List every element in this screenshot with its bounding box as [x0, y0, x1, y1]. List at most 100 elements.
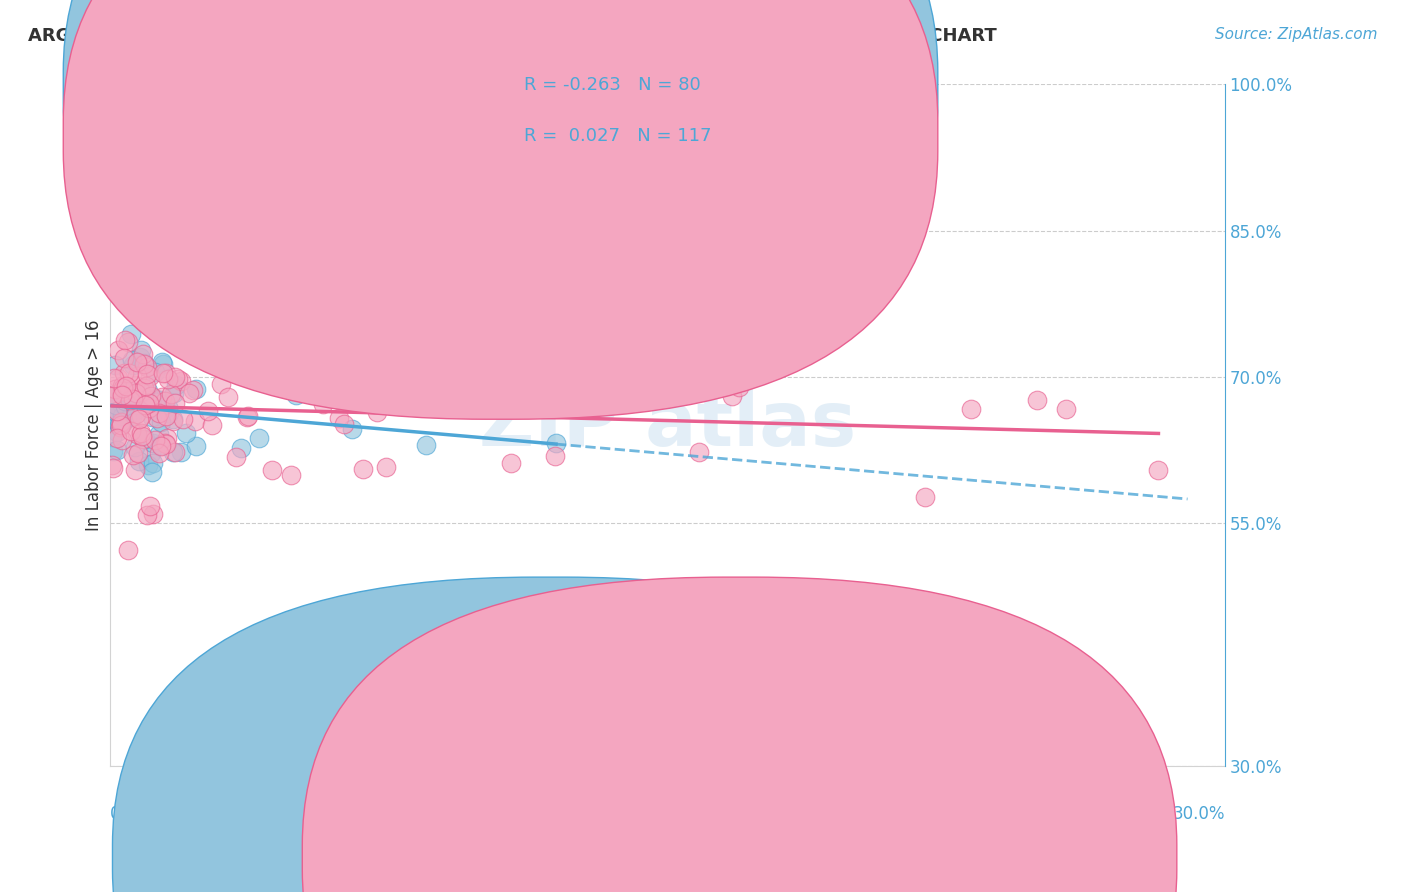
Argentineans — [190, 335, 212, 350]
Immigrants from Brazil — [181, 344, 204, 359]
Immigrants from Brazil — [112, 366, 135, 380]
Immigrants from Brazil — [209, 376, 232, 391]
Immigrants from Brazil — [217, 390, 239, 404]
Argentineans — [105, 443, 128, 458]
Argentineans — [163, 385, 186, 400]
Argentineans — [121, 392, 143, 407]
Argentineans — [184, 383, 207, 397]
Immigrants from Brazil — [595, 353, 617, 368]
Argentineans — [101, 411, 124, 425]
Argentineans — [104, 358, 127, 372]
Argentineans — [150, 438, 173, 452]
Immigrants from Brazil — [150, 390, 173, 404]
Argentineans — [120, 327, 142, 342]
Y-axis label: In Labor Force | Age > 16: In Labor Force | Age > 16 — [86, 319, 103, 531]
Argentineans — [170, 445, 193, 459]
Immigrants from Brazil — [156, 372, 179, 386]
Argentineans — [173, 333, 195, 347]
Argentineans — [229, 441, 252, 455]
Immigrants from Brazil — [148, 446, 170, 460]
Argentineans — [128, 454, 150, 468]
Text: Immigrants from Brazil: Immigrants from Brazil — [762, 848, 953, 866]
Immigrants from Brazil — [125, 368, 148, 383]
Immigrants from Brazil — [155, 409, 177, 423]
Immigrants from Brazil — [110, 433, 132, 447]
Immigrants from Brazil — [124, 462, 146, 476]
Immigrants from Brazil — [122, 448, 145, 462]
Immigrants from Brazil — [328, 411, 350, 425]
Argentineans — [107, 389, 129, 403]
Argentineans — [121, 410, 143, 425]
Argentineans — [544, 436, 567, 450]
Immigrants from Brazil — [101, 458, 124, 473]
Argentineans — [127, 398, 149, 412]
Argentineans — [143, 395, 166, 409]
Immigrants from Brazil — [105, 431, 128, 445]
Immigrants from Brazil — [197, 404, 219, 418]
Immigrants from Brazil — [101, 460, 124, 475]
Immigrants from Brazil — [111, 388, 134, 402]
Immigrants from Brazil — [150, 439, 173, 453]
Immigrants from Brazil — [127, 427, 149, 442]
Argentineans — [121, 406, 143, 420]
Immigrants from Brazil — [181, 384, 204, 398]
Argentineans — [112, 379, 135, 393]
Argentineans — [128, 393, 150, 408]
Argentineans — [114, 393, 136, 408]
Immigrants from Brazil — [201, 418, 224, 433]
Argentineans — [110, 396, 132, 410]
Argentineans — [156, 400, 179, 414]
Immigrants from Brazil — [117, 543, 139, 558]
Argentineans — [129, 350, 152, 364]
Immigrants from Brazil — [1025, 392, 1047, 407]
Immigrants from Brazil — [1147, 463, 1170, 477]
Immigrants from Brazil — [124, 377, 146, 392]
Immigrants from Brazil — [131, 347, 153, 361]
Immigrants from Brazil — [172, 412, 194, 426]
Argentineans — [184, 439, 207, 453]
Immigrants from Brazil — [184, 415, 207, 429]
Immigrants from Brazil — [129, 409, 152, 424]
Text: R =  0.027   N = 117: R = 0.027 N = 117 — [524, 127, 711, 145]
Argentineans — [111, 409, 134, 424]
Immigrants from Brazil — [135, 378, 157, 392]
Immigrants from Brazil — [132, 381, 155, 395]
Argentineans — [149, 392, 172, 407]
Argentineans — [176, 425, 198, 440]
Immigrants from Brazil — [104, 382, 127, 396]
Immigrants from Brazil — [101, 390, 124, 404]
Immigrants from Brazil — [138, 401, 160, 416]
Immigrants from Brazil — [111, 384, 134, 399]
Argentineans — [150, 354, 173, 368]
Immigrants from Brazil — [163, 370, 186, 384]
Argentineans — [142, 435, 165, 450]
Argentineans — [162, 412, 184, 426]
Argentineans — [162, 445, 184, 459]
Argentineans — [121, 384, 143, 399]
Immigrants from Brazil — [139, 499, 162, 513]
Immigrants from Brazil — [167, 371, 190, 385]
Immigrants from Brazil — [139, 369, 162, 384]
Immigrants from Brazil — [162, 414, 184, 428]
Immigrants from Brazil — [207, 322, 229, 336]
Immigrants from Brazil — [236, 409, 259, 424]
Argentineans — [136, 384, 159, 399]
Immigrants from Brazil — [159, 387, 181, 401]
Immigrants from Brazil — [228, 351, 250, 365]
Argentineans — [141, 410, 163, 425]
Immigrants from Brazil — [125, 386, 148, 401]
Argentineans — [132, 356, 155, 370]
Immigrants from Brazil — [145, 321, 167, 335]
Argentineans — [340, 422, 363, 436]
Immigrants from Brazil — [120, 424, 142, 438]
Immigrants from Brazil — [135, 508, 157, 522]
Immigrants from Brazil — [122, 392, 145, 406]
Immigrants from Brazil — [101, 389, 124, 403]
Argentineans — [101, 408, 124, 422]
Argentineans — [105, 425, 128, 439]
Argentineans — [142, 456, 165, 470]
Argentineans — [110, 392, 132, 406]
Argentineans — [150, 397, 173, 411]
Argentineans — [115, 409, 138, 424]
Argentineans — [134, 433, 156, 447]
